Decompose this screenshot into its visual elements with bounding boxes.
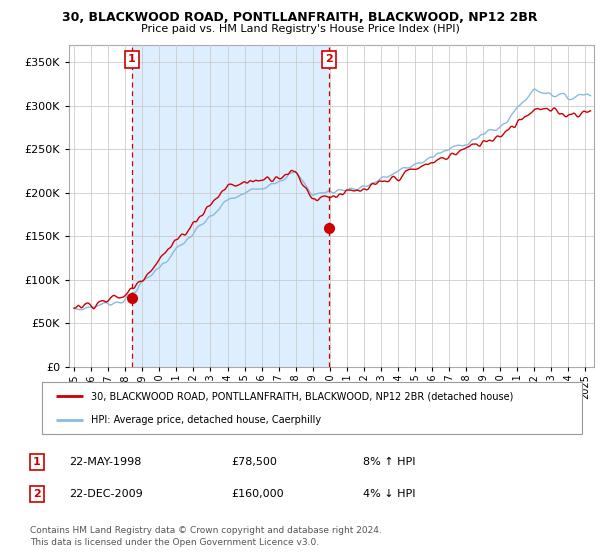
Text: 8% ↑ HPI: 8% ↑ HPI	[363, 457, 415, 467]
Text: £78,500: £78,500	[231, 457, 277, 467]
FancyBboxPatch shape	[42, 382, 582, 434]
Text: 1: 1	[128, 54, 136, 64]
Text: 30, BLACKWOOD ROAD, PONTLLANFRAITH, BLACKWOOD, NP12 2BR (detached house): 30, BLACKWOOD ROAD, PONTLLANFRAITH, BLAC…	[91, 391, 513, 402]
Text: Contains HM Land Registry data © Crown copyright and database right 2024.
This d: Contains HM Land Registry data © Crown c…	[30, 526, 382, 547]
Text: 1: 1	[33, 457, 41, 467]
Text: £160,000: £160,000	[231, 489, 284, 499]
Text: 22-MAY-1998: 22-MAY-1998	[69, 457, 142, 467]
Text: Price paid vs. HM Land Registry's House Price Index (HPI): Price paid vs. HM Land Registry's House …	[140, 24, 460, 34]
Bar	[132, 45, 329, 367]
Text: 2: 2	[325, 54, 333, 64]
Text: 30, BLACKWOOD ROAD, PONTLLANFRAITH, BLACKWOOD, NP12 2BR: 30, BLACKWOOD ROAD, PONTLLANFRAITH, BLAC…	[62, 11, 538, 24]
Text: 4% ↓ HPI: 4% ↓ HPI	[363, 489, 415, 499]
Text: 22-DEC-2009: 22-DEC-2009	[69, 489, 143, 499]
Text: 2: 2	[33, 489, 41, 499]
Text: HPI: Average price, detached house, Caerphilly: HPI: Average price, detached house, Caer…	[91, 415, 321, 425]
